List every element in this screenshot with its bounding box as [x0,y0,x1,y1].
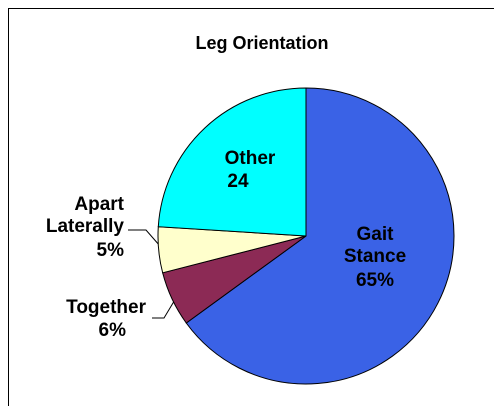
chart-title: Leg Orientation [195,33,329,53]
value-label: 5% [96,240,124,261]
slice-label: Gait Stance [343,224,407,267]
pie-slice [157,87,307,237]
slice-label: Apart Laterally [45,194,124,237]
pie-slice [185,87,455,385]
value-label: 65% [355,270,395,291]
slice-label: Other [224,148,276,169]
leader-line [128,229,161,247]
slice-label: Together [66,297,146,318]
value-label: 24 [227,171,249,192]
value-label: 6% [98,320,126,341]
leader-line [152,297,177,319]
